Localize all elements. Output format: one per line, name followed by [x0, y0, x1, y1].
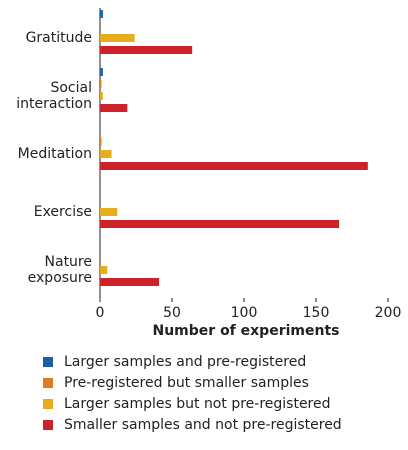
bar: [100, 162, 368, 170]
x-tick-label: 100: [231, 305, 258, 321]
bar: [100, 104, 128, 112]
legend-label: Larger samples and pre-registered: [64, 354, 306, 370]
x-tick-label: 200: [375, 305, 402, 321]
bar: [100, 208, 118, 216]
bar: [100, 46, 193, 54]
bar: [100, 150, 112, 158]
x-axis-label: Number of experiments: [153, 323, 340, 339]
y-tick-label: Gratitude: [26, 30, 92, 46]
bar: [100, 92, 103, 100]
legend-swatch: [43, 399, 53, 409]
y-tick-label: Exercise: [34, 204, 92, 220]
x-tick-label: 50: [163, 305, 181, 321]
bar: [100, 278, 160, 286]
bar: [100, 266, 108, 274]
y-tick-label: Nature exposure: [28, 254, 92, 286]
bar: [100, 138, 102, 146]
bar: [100, 34, 135, 42]
legend-label: Larger samples but not pre-registered: [64, 396, 331, 412]
legend-label: Pre-registered but smaller samples: [64, 375, 309, 391]
bar: [100, 80, 102, 88]
x-tick-label: 0: [96, 305, 105, 321]
y-tick-label: Social interaction: [16, 80, 92, 112]
legend-swatch: [43, 378, 53, 388]
legend-swatch: [43, 420, 53, 430]
bar: [100, 10, 103, 18]
bar: [100, 68, 103, 76]
bar: [100, 220, 340, 228]
y-tick-label: Meditation: [18, 146, 92, 162]
legend-label: Smaller samples and not pre-registered: [64, 417, 342, 433]
legend-swatch: [43, 357, 53, 367]
x-tick-label: 150: [303, 305, 330, 321]
